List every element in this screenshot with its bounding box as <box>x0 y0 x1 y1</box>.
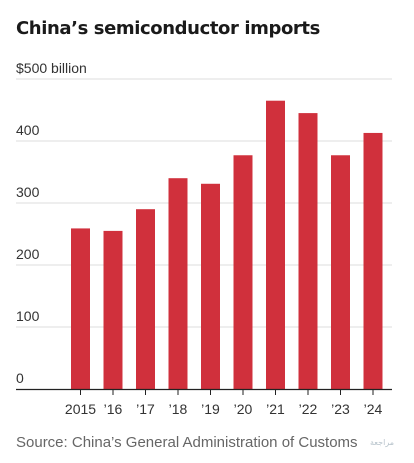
bar-3 <box>168 178 188 389</box>
bar-1 <box>103 230 123 389</box>
chart-title: China’s semiconductor imports <box>16 18 320 39</box>
x-tick-label: ’22 <box>299 401 318 417</box>
bar-6 <box>266 100 285 389</box>
y-tick-label: 100 <box>16 308 40 324</box>
bar-4 <box>201 183 220 389</box>
x-tick-label: ’19 <box>201 401 220 417</box>
y-tick-label: 400 <box>16 122 40 138</box>
x-tick-label: ’24 <box>364 401 383 417</box>
source-note: Source: China’s General Administration o… <box>16 434 358 451</box>
y-tick-label: 0 <box>16 370 24 386</box>
y-tick-label: 200 <box>16 246 40 262</box>
watermark-logo: مراجعة <box>370 438 395 447</box>
bar-9 <box>363 132 383 389</box>
x-tick-label: ’21 <box>266 401 285 417</box>
y-tick-label: 300 <box>16 184 40 200</box>
x-tick-label: ’23 <box>331 401 350 417</box>
bar-0 <box>71 228 90 389</box>
y-axis-unit-label: $500 billion <box>16 60 87 76</box>
axis-labels: 0 100 200 300 400 $500 billion 2015 ’16 ’17 ’18 ’1… <box>16 60 383 417</box>
x-tick-label: 2015 <box>65 401 96 417</box>
bars <box>71 100 383 389</box>
x-tick-label: ’17 <box>136 401 155 417</box>
x-tick-label: ’20 <box>234 401 253 417</box>
bar-2 <box>136 209 155 389</box>
bar-5 <box>233 155 253 389</box>
x-axis <box>16 388 392 395</box>
x-tick-label: ’18 <box>169 401 188 417</box>
bar-7 <box>298 113 318 389</box>
x-tick-label: ’16 <box>104 401 123 417</box>
bar-8 <box>331 155 350 389</box>
